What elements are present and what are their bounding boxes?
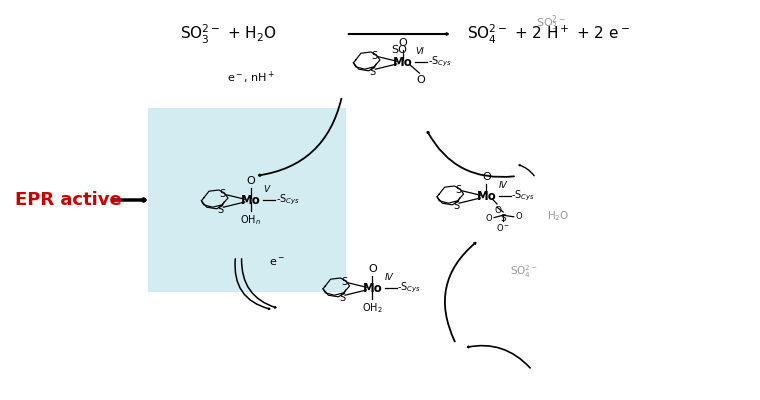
Text: S: S bbox=[372, 51, 378, 61]
Text: VI: VI bbox=[415, 47, 424, 56]
Text: O$^-$: O$^-$ bbox=[496, 222, 510, 234]
Text: SO: SO bbox=[391, 45, 407, 55]
Text: O: O bbox=[494, 206, 502, 215]
Text: -S$_{Cys}$: -S$_{Cys}$ bbox=[276, 193, 300, 207]
Text: SO$_3^{2-}$: SO$_3^{2-}$ bbox=[536, 13, 566, 33]
Text: OH$_2$: OH$_2$ bbox=[362, 301, 383, 314]
Text: Mo: Mo bbox=[241, 194, 261, 206]
Text: O: O bbox=[482, 172, 491, 182]
Text: Mo: Mo bbox=[477, 190, 496, 202]
Text: SO$_4^{2-}$: SO$_4^{2-}$ bbox=[510, 264, 539, 280]
Text: Mo: Mo bbox=[363, 282, 382, 294]
Text: SO$_4^{2-}$ + 2 H$^+$ + 2 e$^-$: SO$_4^{2-}$ + 2 H$^+$ + 2 e$^-$ bbox=[467, 22, 630, 46]
Text: EPR active: EPR active bbox=[15, 191, 122, 209]
Text: H$_2$O: H$_2$O bbox=[547, 209, 570, 223]
Text: -S$_{Cys}$: -S$_{Cys}$ bbox=[428, 55, 452, 69]
Text: e$^-$, nH$^+$: e$^-$, nH$^+$ bbox=[226, 70, 275, 86]
Text: S: S bbox=[453, 201, 459, 210]
Text: -S$_{Cys}$: -S$_{Cys}$ bbox=[397, 281, 422, 295]
Text: S: S bbox=[341, 276, 347, 286]
Text: IV: IV bbox=[499, 181, 508, 190]
Text: S: S bbox=[220, 189, 226, 198]
Text: O: O bbox=[515, 212, 522, 221]
Text: S: S bbox=[369, 67, 375, 77]
Text: O: O bbox=[246, 176, 255, 186]
Text: OH$_n$: OH$_n$ bbox=[240, 213, 261, 226]
Text: S: S bbox=[455, 185, 461, 194]
Text: O: O bbox=[368, 264, 377, 274]
Text: V: V bbox=[263, 185, 269, 194]
Text: S: S bbox=[217, 205, 223, 214]
Text: Mo: Mo bbox=[393, 56, 413, 68]
Text: S: S bbox=[500, 214, 506, 222]
FancyBboxPatch shape bbox=[148, 108, 346, 292]
Text: O: O bbox=[398, 38, 407, 48]
Text: SO$_3^{2-}$ + H$_2$O: SO$_3^{2-}$ + H$_2$O bbox=[179, 22, 277, 46]
Text: -S$_{Cys}$: -S$_{Cys}$ bbox=[511, 189, 536, 203]
Text: O: O bbox=[485, 214, 492, 222]
Text: IV: IV bbox=[385, 273, 394, 282]
Text: O: O bbox=[416, 75, 426, 85]
Text: e$^-$: e$^-$ bbox=[269, 256, 286, 268]
Text: S: S bbox=[339, 293, 345, 303]
